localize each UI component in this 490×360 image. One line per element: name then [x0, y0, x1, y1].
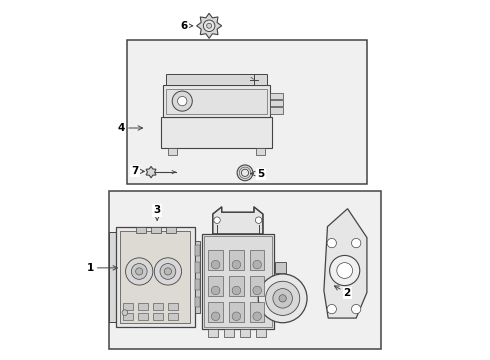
Circle shape: [211, 312, 220, 320]
Text: 7: 7: [131, 166, 145, 176]
Bar: [275, 262, 286, 273]
Circle shape: [253, 286, 262, 295]
Bar: [168, 313, 178, 320]
Circle shape: [351, 238, 361, 248]
Bar: [168, 148, 177, 155]
Circle shape: [125, 258, 153, 285]
Bar: [163, 85, 270, 117]
Circle shape: [232, 260, 241, 269]
Bar: [195, 241, 200, 313]
Bar: [166, 89, 267, 114]
Bar: [208, 276, 223, 296]
Polygon shape: [196, 13, 221, 39]
Text: 6: 6: [180, 21, 193, 31]
Bar: [208, 329, 219, 337]
Circle shape: [207, 23, 212, 28]
Bar: [116, 226, 195, 327]
Bar: [204, 236, 271, 327]
Bar: [120, 231, 191, 323]
Bar: [153, 313, 163, 320]
Circle shape: [253, 312, 262, 320]
Circle shape: [266, 281, 300, 315]
Circle shape: [232, 286, 241, 295]
Circle shape: [330, 256, 360, 285]
Bar: [151, 226, 161, 233]
Bar: [229, 302, 244, 321]
Text: 4: 4: [118, 123, 143, 133]
Bar: [195, 279, 200, 290]
Bar: [138, 313, 148, 320]
Circle shape: [279, 295, 286, 302]
Bar: [166, 74, 267, 85]
Circle shape: [327, 238, 337, 248]
Bar: [161, 117, 272, 148]
Circle shape: [172, 91, 192, 111]
Bar: [109, 232, 116, 321]
Bar: [208, 302, 223, 321]
Circle shape: [327, 305, 337, 314]
Bar: [195, 245, 200, 256]
Bar: [256, 329, 266, 337]
Bar: [166, 226, 176, 233]
Bar: [256, 148, 265, 155]
Text: 5: 5: [251, 168, 265, 179]
Circle shape: [253, 260, 262, 269]
Bar: [224, 329, 234, 337]
Circle shape: [242, 169, 248, 176]
Bar: [195, 262, 200, 273]
Bar: [250, 276, 265, 296]
Circle shape: [131, 264, 147, 279]
Circle shape: [337, 263, 353, 278]
Circle shape: [203, 20, 215, 32]
Bar: [123, 303, 133, 310]
Text: 3: 3: [153, 206, 161, 220]
Polygon shape: [324, 209, 367, 318]
Bar: [123, 313, 133, 320]
Circle shape: [255, 217, 262, 224]
Bar: [250, 250, 265, 270]
Bar: [126, 40, 367, 184]
Circle shape: [160, 264, 176, 279]
Bar: [208, 250, 223, 270]
Bar: [195, 297, 200, 307]
Circle shape: [136, 268, 143, 275]
Circle shape: [214, 217, 220, 224]
Bar: [168, 303, 178, 310]
Circle shape: [211, 286, 220, 295]
Polygon shape: [213, 207, 263, 234]
Bar: [240, 329, 250, 337]
Bar: [138, 303, 148, 310]
Polygon shape: [146, 166, 156, 178]
Bar: [109, 191, 381, 348]
Circle shape: [351, 305, 361, 314]
Circle shape: [154, 258, 181, 285]
Circle shape: [177, 96, 187, 106]
Bar: [229, 250, 244, 270]
Bar: [136, 226, 146, 233]
Bar: [153, 303, 163, 310]
Circle shape: [273, 289, 293, 308]
Text: 1: 1: [86, 263, 118, 273]
Bar: [270, 107, 283, 114]
Bar: [229, 276, 244, 296]
Bar: [202, 234, 274, 329]
Circle shape: [237, 165, 253, 181]
Circle shape: [232, 312, 241, 320]
Bar: [250, 302, 265, 321]
Circle shape: [211, 260, 220, 269]
Text: 2: 2: [335, 286, 351, 298]
Circle shape: [164, 268, 171, 275]
Circle shape: [258, 274, 307, 323]
Circle shape: [122, 310, 128, 316]
Bar: [270, 100, 283, 107]
Bar: [270, 93, 283, 99]
